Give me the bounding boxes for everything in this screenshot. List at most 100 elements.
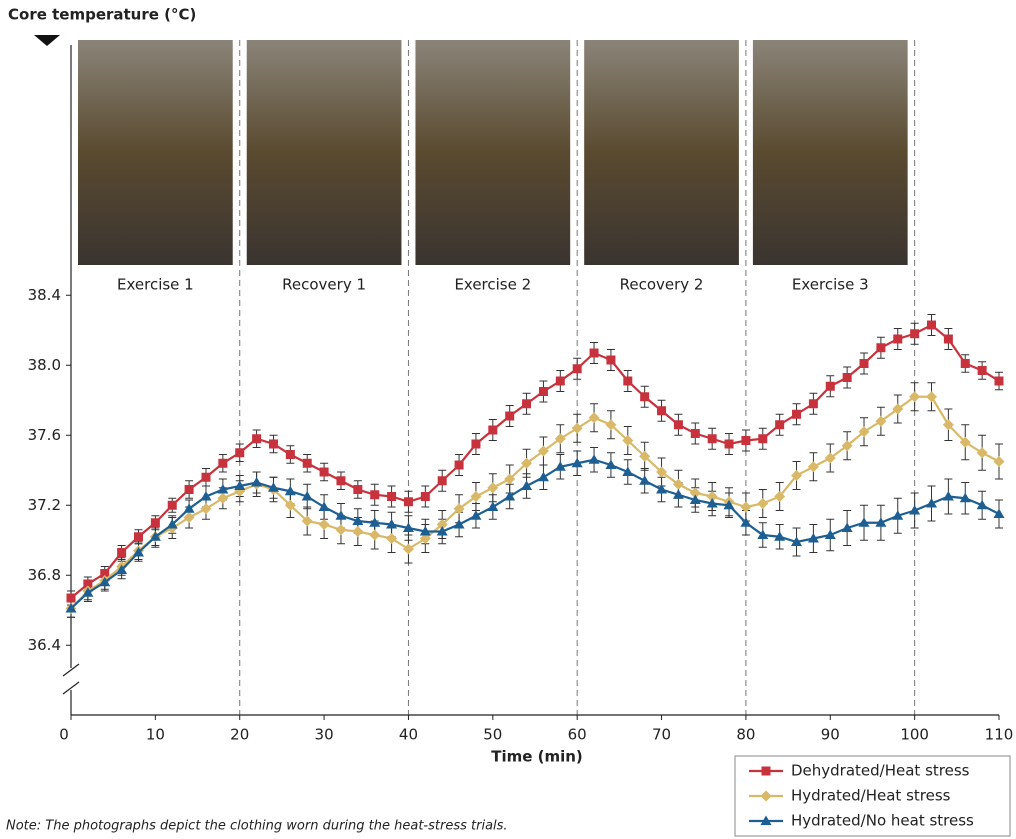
marker [352,526,363,537]
marker [808,461,819,472]
marker [438,476,447,485]
marker [656,484,667,494]
marker [487,502,498,512]
x-tick-label: 30 [315,726,334,744]
marker [775,420,784,429]
phase-label: Exercise 3 [792,276,869,294]
marker [995,377,1004,386]
marker [741,436,750,445]
marker [573,364,582,373]
marker [421,492,430,501]
chart: Core temperature (°C) Time (min) Note: T… [0,0,1016,839]
marker [286,450,295,459]
marker [335,510,346,520]
legend-label: Dehydrated/Heat stress [791,762,970,780]
marker [151,518,160,527]
marker [572,423,583,434]
marker [404,497,413,506]
marker [117,548,126,557]
marker [370,490,379,499]
marker [657,406,666,415]
marker [606,356,615,365]
marker [538,472,549,482]
marker [927,321,936,330]
marker [67,594,76,603]
legend-label: Hydrated/No heat stress [791,812,974,830]
marker [725,440,734,449]
marker [590,349,599,358]
marker [403,544,414,555]
marker [235,448,244,457]
x-tick-label: 100 [900,726,929,744]
x-tick-label: 0 [59,726,69,744]
x-tick-label: 70 [652,726,671,744]
note: Note: The photographs depict the clothin… [6,819,508,834]
x-tick-label: 50 [483,726,502,744]
photo [247,40,402,265]
legend-label: Hydrated/Heat stress [791,787,951,805]
marker [521,481,532,491]
series-line [71,460,999,609]
marker [201,473,210,482]
marker [876,343,885,352]
marker [639,475,650,485]
marker [589,412,600,423]
x-tick-label: 60 [568,726,587,744]
phase-label: Exercise 2 [454,276,531,294]
marker [504,491,515,501]
marker [926,391,937,402]
marker [218,459,227,468]
marker [251,477,262,487]
legend-marker [762,767,771,776]
marker [319,519,330,530]
marker [168,501,177,510]
marker [353,485,362,494]
marker [623,377,632,386]
x-tick-label: 40 [399,726,418,744]
marker [335,524,346,535]
marker [708,434,717,443]
marker [843,373,852,382]
marker [336,476,345,485]
y-tick-label: 37.6 [28,426,61,444]
y-tick-label: 38.4 [28,286,61,304]
x-tick-label: 10 [146,726,165,744]
photo [753,40,908,265]
marker [539,387,548,396]
marker [470,510,481,520]
y-tick-label: 37.2 [28,496,61,514]
photo [78,40,233,265]
marker [757,498,768,509]
marker [994,456,1005,467]
phase-label: Recovery 2 [620,276,704,294]
marker [455,461,464,470]
x-tick-label: 80 [736,726,755,744]
marker [200,503,211,514]
series-line [71,397,999,609]
marker [640,392,649,401]
marker [269,440,278,449]
marker [893,335,902,344]
marker [994,509,1005,519]
x-tick-label: 110 [985,726,1014,744]
marker [252,434,261,443]
x-tick-label: 90 [821,726,840,744]
marker [185,485,194,494]
marker [471,440,480,449]
marker [454,519,465,529]
marker [809,399,818,408]
marker [217,493,228,504]
marker [792,410,801,419]
marker [944,335,953,344]
y-tick-label: 38.0 [28,356,61,374]
marker [978,366,987,375]
marker [303,459,312,468]
photo [415,40,570,265]
axis-arrow [34,35,60,46]
marker [505,412,514,421]
marker [691,429,700,438]
marker [369,530,380,541]
phase-label: Exercise 1 [117,276,194,294]
marker [487,482,498,493]
marker [320,468,329,477]
